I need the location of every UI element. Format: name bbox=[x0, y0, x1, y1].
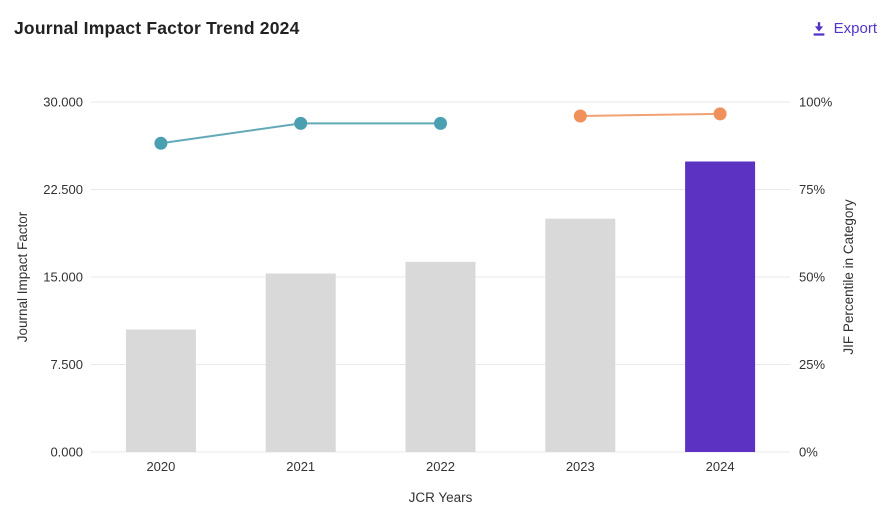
x-axis-label-2023: 2023 bbox=[566, 459, 595, 474]
bar-2022[interactable] bbox=[405, 261, 476, 452]
right-axis-tick-label: 100% bbox=[799, 95, 833, 110]
left-axis-tick-label: 0.000 bbox=[50, 445, 83, 460]
x-axis-label-2020: 2020 bbox=[146, 459, 175, 474]
right-axis-tick-label: 25% bbox=[799, 357, 825, 372]
left-axis-tick-label: 22.500 bbox=[43, 182, 83, 197]
percentile-line bbox=[580, 112, 721, 117]
page-title: Journal Impact Factor Trend 2024 bbox=[14, 18, 300, 38]
percentile-point-2020[interactable] bbox=[154, 136, 168, 150]
x-axis-label-2021: 2021 bbox=[286, 459, 315, 474]
percentile-point-2022[interactable] bbox=[434, 116, 447, 130]
left-axis-tick-label: 7.500 bbox=[50, 357, 83, 372]
bar-2021[interactable] bbox=[265, 273, 336, 453]
left-axis-tick-label: 15.000 bbox=[43, 270, 83, 285]
bar-2024[interactable] bbox=[685, 161, 756, 453]
percentile-point-2023[interactable] bbox=[573, 109, 587, 123]
x-axis-label-2022: 2022 bbox=[426, 459, 455, 474]
x-axis-label-2024: 2024 bbox=[706, 459, 735, 474]
widget-header: Journal Impact Factor Trend 2024 Export bbox=[0, 0, 895, 56]
bar-2020[interactable] bbox=[125, 329, 196, 453]
bar-2023[interactable] bbox=[545, 218, 616, 452]
right-axis-tick-label: 50% bbox=[799, 270, 825, 285]
right-axis-tick-label: 75% bbox=[799, 182, 825, 197]
left-axis-title: Journal Impact Factor bbox=[15, 211, 30, 342]
percentile-point-2024[interactable] bbox=[713, 107, 727, 121]
export-label: Export bbox=[833, 20, 877, 37]
export-button[interactable]: Export bbox=[807, 18, 881, 39]
percentile-point-2021[interactable] bbox=[294, 116, 308, 130]
x-axis-title: JCR Years bbox=[409, 490, 473, 505]
left-axis-tick-label: 30.000 bbox=[43, 95, 83, 110]
download-icon bbox=[813, 21, 825, 36]
right-axis-title: JIF Percentile in Category bbox=[841, 199, 856, 355]
right-axis-tick-label: 0% bbox=[799, 445, 818, 460]
